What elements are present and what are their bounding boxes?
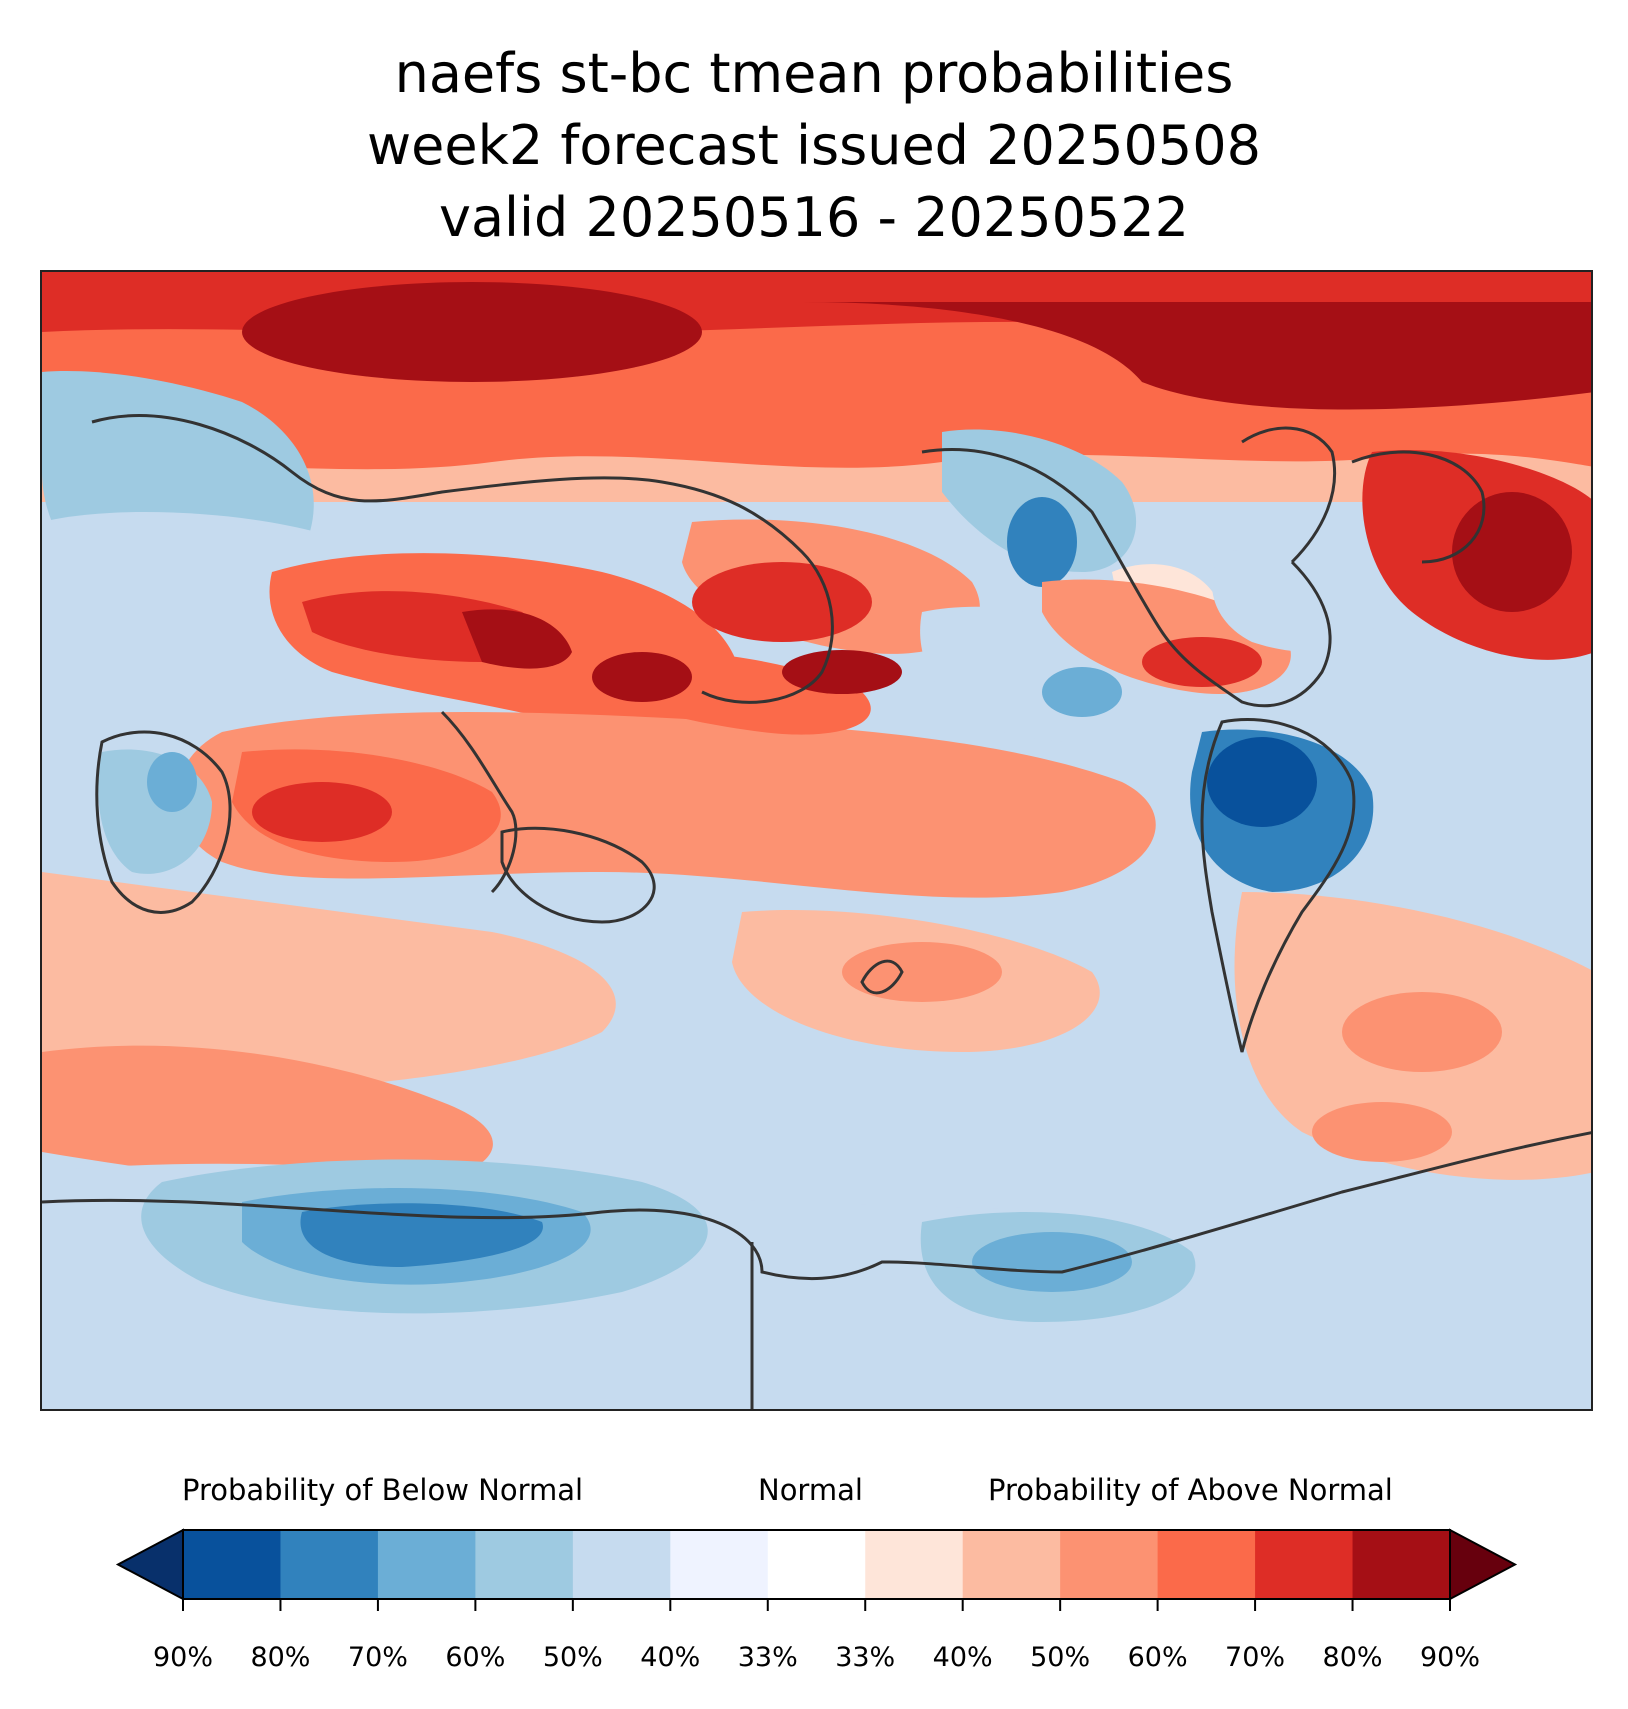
colorbar-swatch — [377, 1530, 476, 1599]
below-normal-label: Probability of Below Normal — [182, 1473, 584, 1507]
colorbar-tick-label: 60% — [445, 1642, 506, 1673]
colorbar-tick-label: 90% — [152, 1642, 213, 1673]
colorbar-swatch — [1157, 1530, 1256, 1599]
title-line-2: week2 forecast issued 20250508 — [367, 114, 1261, 177]
colorbar-swatch — [1352, 1530, 1451, 1599]
colorbar-swatch — [1255, 1530, 1354, 1599]
map-title: naefs st-bc tmean probabilities week2 fo… — [0, 38, 1628, 254]
colorbar-tick-label: 50% — [1030, 1642, 1091, 1673]
colorbar-tick-label: 60% — [1127, 1642, 1188, 1673]
title-line-1: naefs st-bc tmean probabilities — [394, 42, 1234, 105]
colorbar-tick-label: 80% — [1322, 1642, 1383, 1673]
colorbar-tick-label: 70% — [347, 1642, 408, 1673]
colorbar-tick-label: 40% — [640, 1642, 701, 1673]
colorbar-swatch — [1060, 1530, 1159, 1599]
colorbar-swatch — [865, 1530, 964, 1599]
colorbar-swatch — [183, 1530, 281, 1599]
colorbar-swatch — [670, 1530, 769, 1599]
coastlines — [42, 414, 1591, 1409]
colorbar-under-arrow — [115, 1528, 184, 1601]
colorbar-tick-label: 90% — [1419, 1642, 1480, 1673]
colorbar-tick-label: 70% — [1225, 1642, 1286, 1673]
colorbar-frame — [182, 1529, 1451, 1600]
map-canvas — [42, 272, 1591, 1409]
normal-label: Normal — [758, 1473, 863, 1507]
colorbar-tick-label: 80% — [250, 1642, 311, 1673]
colorbar-over-arrow — [1449, 1528, 1518, 1601]
probability-map — [40, 270, 1593, 1411]
colorbar-swatch — [475, 1530, 574, 1599]
colorbar-swatch — [280, 1530, 379, 1599]
colorbar-swatch — [962, 1530, 1061, 1599]
colorbar-tick-label: 40% — [932, 1642, 993, 1673]
colorbar-swatch — [767, 1530, 866, 1599]
colorbar-swatch — [572, 1530, 671, 1599]
colorbar-tick-label: 33% — [835, 1642, 896, 1673]
colorbar-tick-label: 50% — [542, 1642, 603, 1673]
colorbar-tick-label: 33% — [737, 1642, 798, 1673]
above-normal-label: Probability of Above Normal — [988, 1473, 1393, 1507]
title-line-3: valid 20250516 - 20250522 — [438, 186, 1189, 249]
